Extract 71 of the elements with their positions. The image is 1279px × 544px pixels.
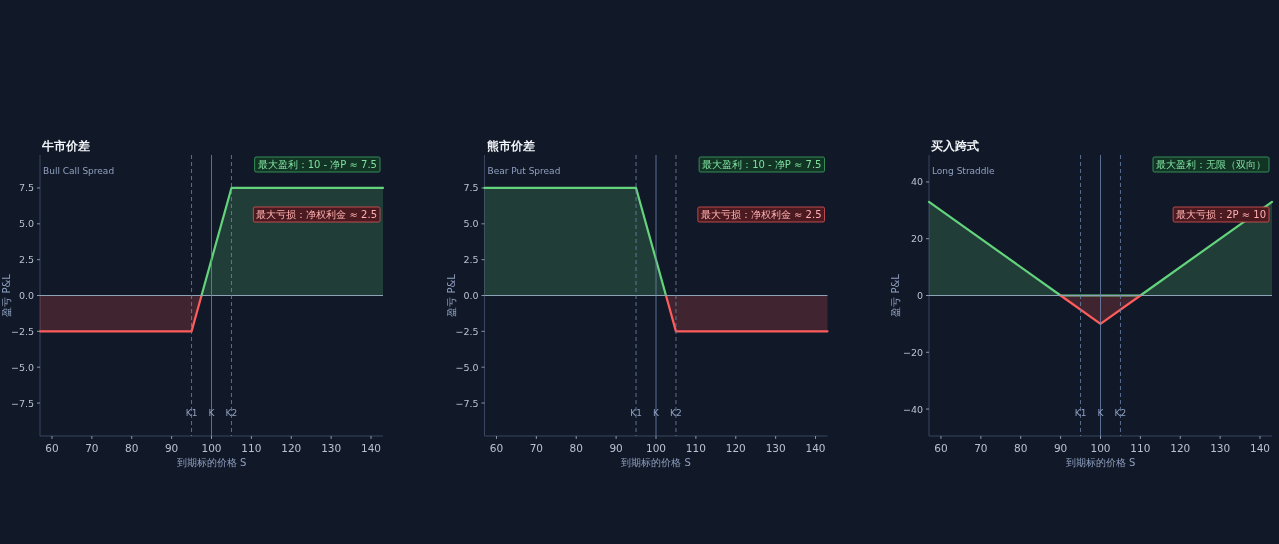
y-tick-label: 5.0 — [18, 218, 34, 230]
chart-title: 熊市价差 — [486, 139, 535, 153]
ref-line-label: K2 — [225, 408, 238, 418]
ref-line-label: K2 — [1114, 408, 1127, 418]
ref-line-label: K — [653, 408, 661, 418]
x-tick-label: 70 — [85, 442, 99, 454]
annotation: 最大亏损：2P ≈ 10 — [1176, 209, 1266, 220]
x-tick-label: 110 — [685, 442, 706, 454]
x-tick-label: 130 — [1210, 442, 1231, 454]
x-tick-label: 90 — [1053, 442, 1068, 454]
y-tick-label: −2.5 — [455, 325, 479, 337]
text: Bull Call Spread — [43, 166, 115, 176]
x-tick-label: 130 — [321, 442, 342, 454]
x-tick-label: 130 — [765, 442, 786, 454]
ref-line-label: K1 — [630, 408, 642, 418]
x-tick-label: 100 — [645, 442, 667, 454]
y-tick-label: −5.0 — [10, 361, 34, 373]
annotation: 最大亏损：净权利金 ≈ 2.5 — [256, 209, 377, 220]
ref-line-label: K1 — [185, 408, 198, 418]
y-tick-label: 7.5 — [18, 182, 34, 194]
y-tick-label: 5.0 — [463, 218, 479, 230]
text: Long Straddle — [932, 166, 996, 176]
y-tick-label: −5.0 — [455, 361, 479, 373]
x-tick-label: 110 — [1130, 442, 1151, 454]
x-tick-label: 120 — [725, 442, 746, 454]
y-tick-label: 2.5 — [18, 254, 34, 266]
x-tick-label: 90 — [164, 442, 179, 454]
annotation: 最大盈利：10 - 净P ≈ 7.5 — [257, 159, 377, 170]
x-axis-title: 到期标的价格 S — [176, 457, 247, 468]
x-tick-label: 100 — [201, 442, 222, 454]
y-tick-label: 40 — [910, 176, 923, 188]
y-tick-label: −7.5 — [10, 397, 34, 409]
x-tick-label: 100 — [1090, 442, 1111, 454]
chart-title: 牛市价差 — [41, 139, 90, 153]
ref-line-label: K1 — [1074, 408, 1087, 418]
x-tick-label: 80 — [569, 442, 583, 454]
x-tick-label: 140 — [361, 442, 382, 454]
y-tick-label: −2.5 — [10, 325, 34, 337]
y-tick-label: 0.0 — [18, 290, 34, 301]
y-axis-title: 盈亏 P&L — [1, 273, 12, 317]
y-tick-label: 7.5 — [463, 182, 479, 194]
x-tick-label: 70 — [974, 442, 988, 454]
y-axis-title: 盈亏 P&L — [445, 273, 457, 317]
x-tick-label: 70 — [529, 442, 544, 454]
y-tick-label: −7.5 — [455, 397, 479, 409]
x-tick-label: 120 — [1170, 442, 1191, 454]
x-tick-label: 60 — [489, 442, 504, 454]
x-tick-label: 80 — [1014, 442, 1028, 454]
chart-title: 买入跨式 — [931, 139, 979, 153]
y-tick-label: −40 — [902, 403, 923, 415]
x-tick-label: 80 — [125, 442, 139, 454]
y-tick-label: −20 — [902, 346, 923, 358]
x-axis-title: 到期标的价格 S — [621, 457, 691, 468]
y-tick-label: 0.0 — [463, 290, 479, 301]
x-tick-label: 140 — [1250, 442, 1271, 454]
annotation: 最大盈利：无限（双向） — [1156, 159, 1266, 170]
text: Bear Put Spread — [487, 166, 561, 176]
x-axis-title: 到期标的价格 S — [1065, 457, 1136, 468]
y-axis-title: 盈亏 P&L — [890, 273, 901, 317]
y-tick-label: 0 — [916, 290, 923, 301]
ref-line-label: K2 — [670, 408, 682, 418]
annotation: 最大盈利：10 - 净P ≈ 7.5 — [702, 159, 822, 170]
y-tick-label: 2.5 — [463, 254, 479, 266]
x-tick-label: 140 — [805, 442, 826, 454]
y-tick-label: 20 — [910, 233, 923, 245]
x-tick-label: 110 — [241, 442, 262, 454]
annotation: 最大亏损：净权利金 ≈ 2.5 — [700, 209, 822, 220]
x-tick-label: 60 — [934, 442, 948, 454]
x-tick-label: 120 — [281, 442, 302, 454]
x-tick-label: 60 — [45, 442, 59, 454]
x-tick-label: 90 — [609, 442, 623, 454]
